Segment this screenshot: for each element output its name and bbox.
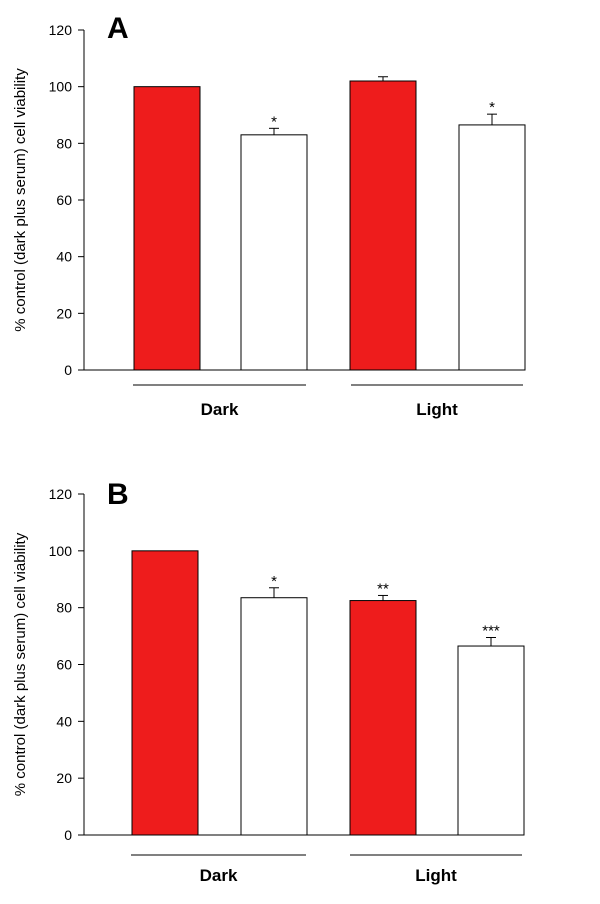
significance-marker: * xyxy=(271,113,277,130)
y-tick-label: 60 xyxy=(56,192,72,208)
y-axis-title: % control (dark plus serum) cell viabili… xyxy=(12,68,29,332)
y-tick-label: 0 xyxy=(64,827,72,843)
panel-label: A xyxy=(107,12,129,45)
y-tick-label: 100 xyxy=(49,543,73,559)
bar xyxy=(240,134,308,371)
bar-chart-b: 0 20 40 60 80 100 120 % control (dark plus seru… xyxy=(12,478,525,885)
panel-label: B xyxy=(107,478,129,511)
y-tick-label: 60 xyxy=(56,657,72,673)
bar xyxy=(457,645,525,836)
y-tick-label: 20 xyxy=(56,770,72,786)
y-tick-label: 120 xyxy=(49,22,73,38)
bar xyxy=(133,86,201,371)
significance-marker: *** xyxy=(482,623,500,640)
bar-chart-a: 0 20 40 60 80 100 120 % control (dark plus seru… xyxy=(12,12,526,419)
bar xyxy=(458,124,526,371)
bar xyxy=(131,550,199,836)
y-tick-label: 80 xyxy=(56,600,72,616)
group-label: Dark xyxy=(201,400,239,419)
y-axis-title: % control (dark plus serum) cell viabili… xyxy=(12,532,29,796)
y-tick-label: 100 xyxy=(49,79,73,95)
y-tick-label: 80 xyxy=(56,135,72,151)
chart-panel-b: 0 20 40 60 80 100 120 % control (dark plus seru… xyxy=(0,462,600,899)
y-tick-label: 20 xyxy=(56,305,72,321)
bar xyxy=(349,600,417,836)
y-tick-label: 120 xyxy=(49,486,73,502)
group-label: Light xyxy=(415,866,457,885)
significance-marker: ** xyxy=(377,580,389,597)
group-label: Dark xyxy=(200,866,238,885)
significance-marker: * xyxy=(271,573,277,590)
group-label: Light xyxy=(416,400,458,419)
y-tick-label: 40 xyxy=(56,249,72,265)
chart-panel-a: 0 20 40 60 80 100 120 % control (dark plus seru… xyxy=(0,0,600,445)
significance-marker: * xyxy=(489,99,495,116)
bar xyxy=(349,80,417,371)
y-tick-label: 40 xyxy=(56,713,72,729)
y-tick-label: 0 xyxy=(64,362,72,378)
bar xyxy=(240,597,308,836)
